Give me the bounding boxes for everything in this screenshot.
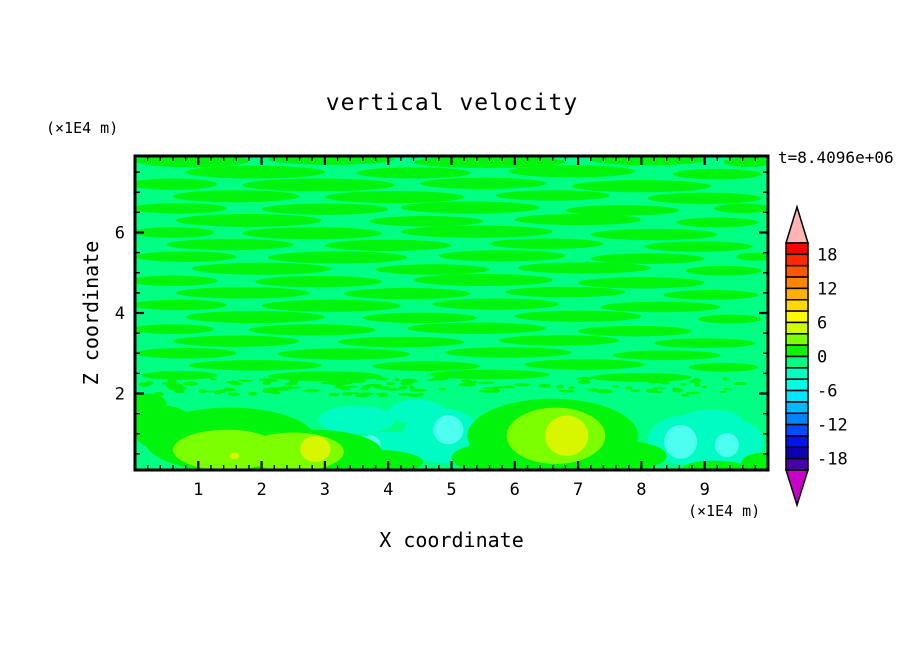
z-tick-label: 6 bbox=[115, 223, 125, 243]
x-tick-label: 2 bbox=[256, 480, 266, 500]
streak-texture bbox=[135, 156, 768, 382]
colorbar-tick-label: -12 bbox=[817, 416, 848, 436]
colorbar-segment bbox=[785, 446, 809, 460]
colorbar-segment bbox=[785, 401, 809, 414]
yellow-cores bbox=[229, 415, 589, 462]
x-tick-label: 1 bbox=[193, 480, 203, 500]
colorbar-segment bbox=[785, 378, 809, 392]
colorbar-segment bbox=[785, 242, 809, 256]
axes-frame bbox=[133, 154, 770, 472]
z-axis-ticks bbox=[135, 171, 768, 455]
speckle-band bbox=[138, 376, 747, 398]
colorbar-under-arrow bbox=[784, 469, 810, 508]
colorbar-segment bbox=[785, 287, 809, 301]
x-tick-label: 3 bbox=[320, 480, 330, 500]
field-layer bbox=[135, 156, 768, 470]
colorbar-segment bbox=[785, 321, 809, 335]
x-axis-unit-label: (×1E4 m) bbox=[688, 502, 761, 520]
colorbar-tick-label: 6 bbox=[817, 313, 827, 333]
colorbar-segment bbox=[785, 435, 809, 449]
colorbar-segment bbox=[785, 344, 809, 358]
colorbar-segment bbox=[785, 457, 809, 471]
colorbar-segment bbox=[785, 276, 809, 290]
colorbar-tick-label: -6 bbox=[817, 382, 837, 402]
z-tick-label: 4 bbox=[115, 304, 125, 324]
colorbar-tick-label: 18 bbox=[817, 245, 837, 265]
colorbar-segment bbox=[785, 367, 809, 380]
z-axis-unit-label: (×1E4 m) bbox=[46, 119, 119, 137]
colorbar-over-arrow bbox=[784, 204, 810, 244]
colorbar-segment bbox=[785, 423, 809, 437]
colorbar-segment bbox=[785, 264, 809, 278]
colorbar-segment bbox=[785, 333, 809, 346]
colorbar: 18 12 6 0 -6 -12 -18 bbox=[784, 204, 848, 508]
x-axis-ticks bbox=[146, 156, 757, 470]
time-stamp-label: t=8.4096e+06 bbox=[778, 148, 894, 167]
plot-title: vertical velocity bbox=[325, 90, 579, 116]
colorbar-segment bbox=[785, 310, 809, 324]
colorbar-segment bbox=[785, 412, 809, 426]
colorbar-tick-label: -18 bbox=[817, 450, 848, 470]
x-tick-label: 9 bbox=[700, 480, 710, 500]
x-tick-label: 8 bbox=[636, 480, 646, 500]
colorbar-segment bbox=[785, 389, 809, 403]
colorbar-segment bbox=[785, 355, 809, 369]
colorbar-segment bbox=[785, 299, 809, 312]
x-tick-label: 7 bbox=[573, 480, 583, 500]
colorbar-tick-label: 12 bbox=[817, 279, 837, 299]
x-tick-label: 6 bbox=[510, 480, 520, 500]
z-tick-label: 2 bbox=[115, 385, 125, 405]
colorbar-tick-label: 0 bbox=[817, 348, 827, 368]
x-axis-title: X coordinate bbox=[379, 528, 524, 552]
x-tick-label: 5 bbox=[446, 480, 456, 500]
colorbar-segment bbox=[785, 253, 809, 267]
x-tick-label: 4 bbox=[383, 480, 393, 500]
